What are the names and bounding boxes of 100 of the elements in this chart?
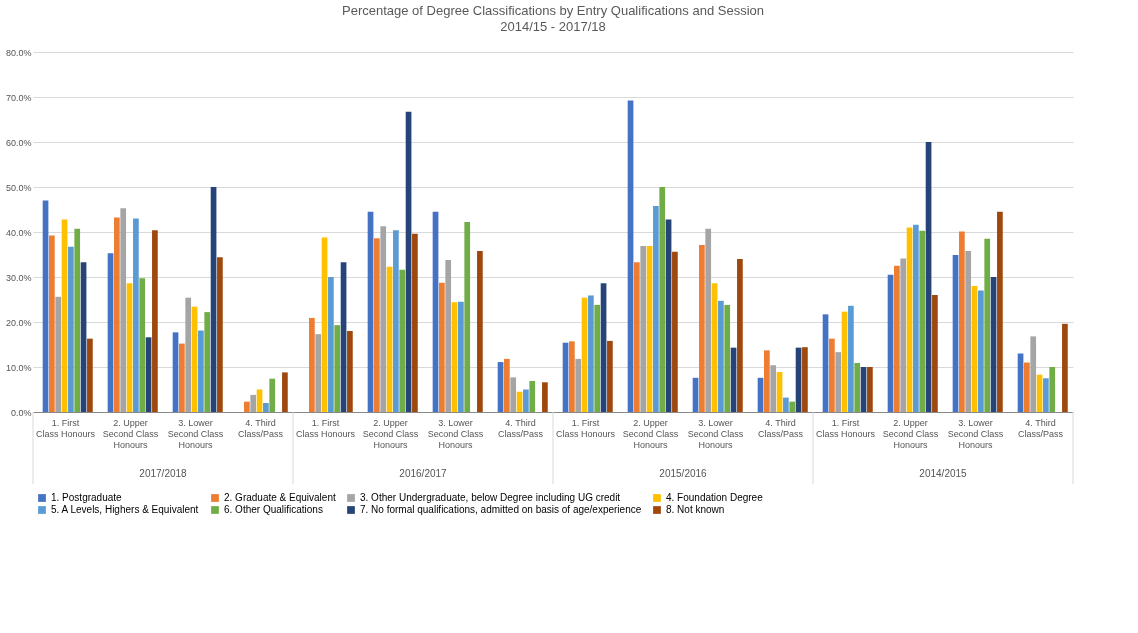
legend-label: 7. No formal qualifications, admitted on basis of age/experience: [360, 504, 642, 515]
bar: [959, 231, 965, 412]
bar: [309, 317, 315, 412]
bar: [764, 350, 770, 412]
bar: [783, 397, 789, 412]
bar: [640, 245, 647, 412]
bar: [978, 290, 984, 412]
bar: [542, 382, 548, 412]
bar: [133, 218, 139, 412]
bar: [523, 389, 529, 412]
chart-title: Percentage of Degree Classifications by Entry Qualifications and Session: [342, 3, 764, 18]
bar: [68, 246, 74, 412]
bar: [74, 228, 81, 412]
bar: [269, 378, 276, 412]
bar: [477, 250, 483, 412]
text: 2014/2015: [919, 468, 968, 479]
bar: [854, 362, 861, 412]
bar: [1043, 378, 1049, 412]
bar: [913, 224, 919, 412]
bar: [445, 259, 452, 412]
legend-label: 1. Postgraduate: [51, 492, 123, 503]
bar: [724, 304, 731, 412]
x-tick-label: 4. Third Class/Pass: [237, 417, 284, 439]
text: 2017/2018: [139, 468, 188, 479]
bar: [510, 377, 517, 412]
x-tick-label: 2. Upper Second Class Honours: [102, 417, 159, 450]
y-tick-label: 70.0%: [5, 92, 32, 103]
bar: [204, 312, 211, 412]
bar: [1030, 336, 1037, 412]
x-tick-label: 3. Lower Second Class Honours: [947, 417, 1004, 450]
bar: [984, 238, 991, 412]
x-tick-label: 1. First Class Honours: [555, 417, 616, 439]
y-tick-label: 60.0%: [5, 137, 32, 148]
bar: [894, 265, 900, 412]
x-tick-label: 3. Lower Second Class Honours: [167, 417, 224, 450]
legend-label: 5. A Levels, Highers & Equivalent: [51, 504, 199, 515]
bar: [328, 277, 334, 412]
bar: [789, 401, 796, 412]
bar: [1049, 367, 1056, 412]
bar: [87, 338, 93, 412]
bar: [412, 233, 418, 412]
legend-label: 6. Other Qualifications: [224, 504, 323, 515]
bar: [282, 372, 288, 412]
text: 2016/2017: [399, 468, 448, 479]
bar: [607, 340, 613, 412]
bar: [139, 278, 146, 412]
bar: [835, 352, 842, 412]
bar: [439, 282, 445, 412]
bar: [114, 217, 120, 412]
bar: [900, 258, 907, 412]
y-tick-label: 20.0%: [5, 317, 32, 328]
x-tick-label: 2. Upper Second Class Honours: [362, 417, 419, 450]
bar: [250, 394, 257, 412]
bar: [919, 230, 926, 412]
bar: [120, 208, 127, 412]
bar: [458, 301, 464, 412]
x-tick-label: 1. First Class Honours: [815, 417, 876, 439]
bar: [380, 226, 387, 412]
bar: [699, 245, 705, 412]
legend-label: 4. Foundation Degree: [666, 492, 764, 503]
x-tick-label: 1. First Class Honours: [35, 417, 96, 439]
bar: [932, 295, 938, 412]
bar: [659, 187, 666, 412]
bar: [1024, 362, 1030, 412]
bar: [393, 230, 399, 412]
bar: [705, 228, 712, 412]
y-tick-label: 40.0%: [5, 227, 32, 238]
bar: [263, 403, 269, 412]
bar: [49, 235, 55, 412]
x-tick-label: 2. Upper Second Class Honours: [882, 417, 939, 450]
bar: [634, 262, 640, 412]
x-tick-label: 4. Third Class/Pass: [757, 417, 804, 439]
x-tick-label: 4. Third Class/Pass: [497, 417, 544, 439]
bar: [802, 347, 808, 412]
bar: [334, 325, 341, 412]
bar: [464, 222, 471, 412]
bar: [179, 343, 185, 412]
bar: [347, 331, 353, 412]
bar: [185, 297, 192, 412]
bar: [374, 238, 380, 412]
bar: [672, 251, 678, 412]
bar: [848, 305, 854, 412]
y-tick-label: 50.0%: [5, 182, 32, 193]
bar: [569, 341, 575, 412]
x-tick-label: 3. Lower Second Class Honours: [427, 417, 484, 450]
bar: [718, 300, 724, 412]
bar: [1062, 323, 1068, 412]
legend-label: 3. Other Undergraduate, below Degree including UG credit: [360, 492, 621, 503]
bar: [737, 259, 743, 412]
bar: [529, 380, 536, 412]
bar: [829, 338, 835, 412]
y-tick-label: 80.0%: [5, 47, 32, 58]
bar: [217, 257, 223, 412]
bar: [867, 367, 873, 412]
bar: [653, 205, 659, 412]
chart-subtitle: 2014/15 - 2017/18: [500, 19, 606, 34]
bar: [504, 358, 510, 412]
x-tick-label: 1. First Class Honours: [295, 417, 356, 439]
bar: [198, 330, 204, 412]
bar: [55, 296, 62, 412]
